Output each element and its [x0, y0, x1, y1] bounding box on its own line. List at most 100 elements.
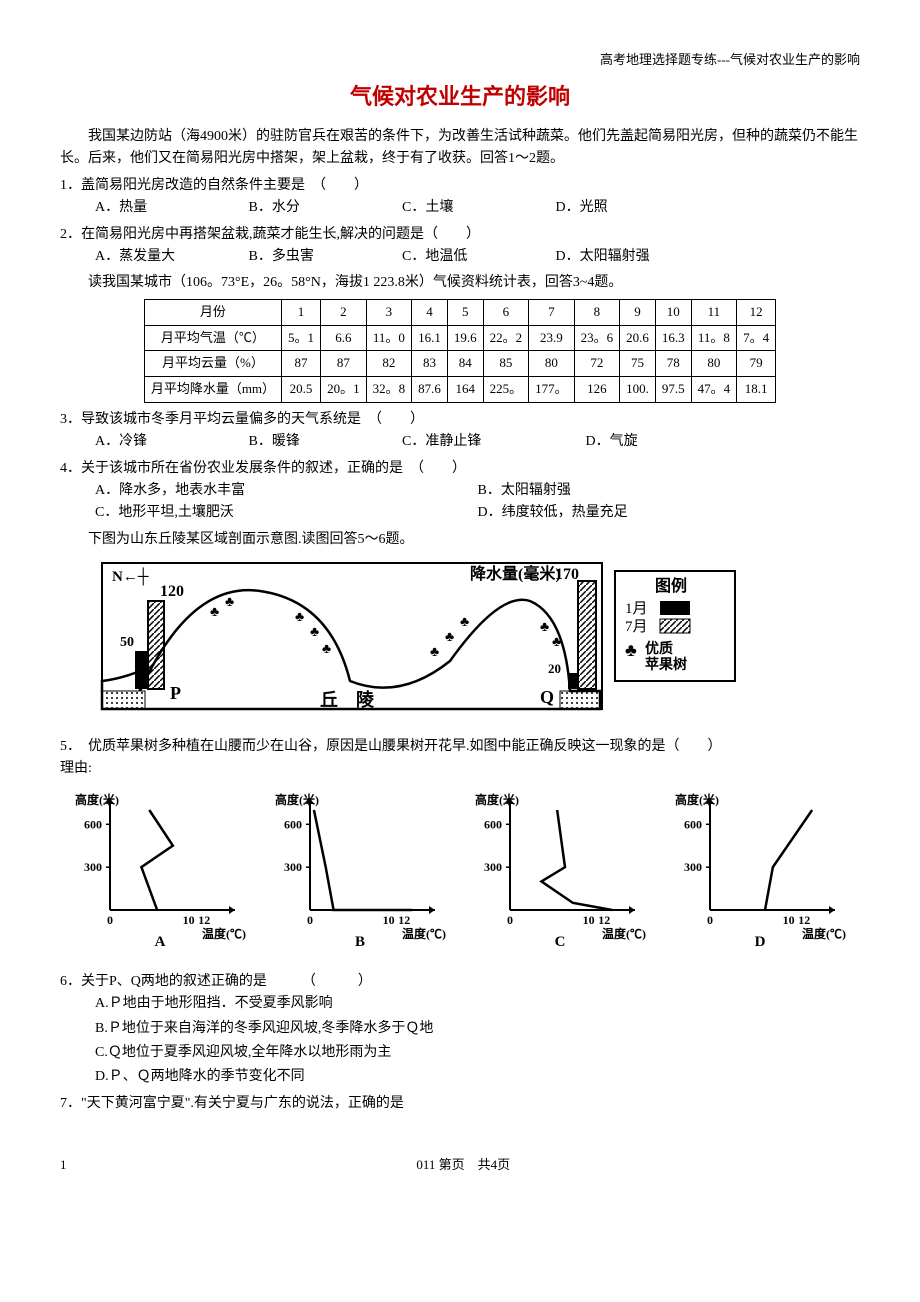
svg-text:温度(℃): 温度(℃) [602, 926, 646, 941]
svg-text:降水量(毫米): 降水量(毫米) [470, 564, 561, 583]
cell: 97.5 [655, 377, 691, 403]
q4-opt-c: C．地形平坦,土壤肥沃 [95, 502, 478, 524]
svg-text:0: 0 [107, 913, 113, 927]
svg-text:12: 12 [598, 913, 610, 927]
svg-text:10: 10 [183, 913, 195, 927]
cross-section-figure: 120 50 P 170 20 Q ♣♣ ♣♣♣ ♣♣♣ ♣♣ N←┼ 丘 陵 … [100, 561, 860, 719]
svg-text:♣: ♣ [430, 645, 439, 660]
cell: 20。1 [321, 377, 367, 403]
q2-opt-a: A．蒸发量大 [95, 246, 245, 268]
svg-text:♣: ♣ [225, 595, 234, 610]
cell: 87 [282, 351, 321, 377]
q4-stem: 4．关于该城市所在省份农业发展条件的叙述，正确的是 （ ） [60, 458, 860, 480]
question-3: 3．导致该城市冬季月平均云量偏多的天气系统是 （ ） A．冷锋 B．暖锋 C．准… [60, 409, 860, 454]
cell: 47。4 [691, 377, 737, 403]
q6-opt-c: C.Ｑ地位于夏季风迎风坡,全年降水以地形雨为主 [95, 1042, 860, 1064]
cell: 6 [483, 299, 529, 325]
cell: 2 [321, 299, 367, 325]
cell: 7。4 [737, 325, 776, 351]
q7-stem: 7．"天下黄河富宁夏".有关宁夏与广东的说法，正确的是 [60, 1093, 860, 1115]
svg-text:N←┼: N←┼ [112, 567, 149, 586]
cell: 20.5 [282, 377, 321, 403]
question-5: 5． 优质苹果树多种植在山腰而少在山谷，原因是山腰果树开花早.如图中能正确反映这… [60, 736, 860, 781]
q3-opt-c: C．准静止锋 [402, 431, 582, 453]
cell: 23。6 [574, 325, 620, 351]
svg-text:300: 300 [84, 861, 102, 875]
svg-text:♣: ♣ [210, 605, 219, 620]
svg-text:♣: ♣ [322, 642, 331, 657]
svg-text:优质: 优质 [645, 640, 673, 657]
svg-text:12: 12 [198, 913, 210, 927]
cell: 84 [447, 351, 483, 377]
svg-text:10: 10 [783, 913, 795, 927]
cell: 16.1 [412, 325, 448, 351]
svg-text:7月: 7月 [625, 619, 648, 635]
q1-opt-b: B．水分 [249, 197, 399, 219]
q6-opt-b: B.Ｐ地位于来自海洋的冬季风迎风坡,冬季降水多于Ｑ地 [95, 1018, 860, 1040]
svg-text:C: C [555, 934, 566, 950]
q3-stem: 3．导致该城市冬季月平均云量偏多的天气系统是 （ ） [60, 409, 860, 431]
cell: 5 [447, 299, 483, 325]
cell: 80 [529, 351, 575, 377]
cell: 10 [655, 299, 691, 325]
intro-paragraph: 我国某边防站（海4900米）的驻防官兵在艰苦的条件下，为改善生活试种蔬菜。他们先… [60, 126, 860, 171]
cell: 16.3 [655, 325, 691, 351]
q6-opt-a: A.Ｐ地由于地形阻挡．不受夏季风影响 [95, 993, 860, 1015]
cell: 80 [691, 351, 737, 377]
cell: 9 [620, 299, 656, 325]
table-intro: 读我国某城市（106。73°E，26。58°N，海拔1 223.8米）气候资料统… [60, 272, 860, 294]
figure-intro: 下图为山东丘陵某区域剖面示意图.读图回答5～6题。 [60, 529, 860, 551]
q6-stem: 6．关于P、Q两地的叙述正确的是 （ ） [60, 971, 860, 993]
cell: 11。0 [366, 325, 412, 351]
question-7: 7．"天下黄河富宁夏".有关宁夏与广东的说法，正确的是 [60, 1093, 860, 1115]
svg-text:苹果树: 苹果树 [645, 656, 687, 673]
svg-text:300: 300 [284, 861, 302, 875]
q5-stem: 5． 优质苹果树多种植在山腰而少在山谷，原因是山腰果树开花早.如图中能正确反映这… [60, 736, 860, 758]
svg-text:♣: ♣ [625, 640, 637, 660]
q2-options: A．蒸发量大 B．多虫害 C．地温低 D．太阳辐射强 [60, 246, 860, 268]
svg-text:高度(米): 高度(米) [75, 792, 119, 807]
svg-text:♣: ♣ [295, 610, 304, 625]
table-row-precip: 月平均降水量（mm） 20.5 20。1 32。8 87.6 164 225。 … [144, 377, 775, 403]
chart-b: 30060001012高度(米)温度(℃)B [270, 790, 450, 958]
row-label-cloud: 月平均云量（%） [144, 351, 281, 377]
q5-reason: 理由: [60, 758, 860, 780]
cell: 85 [483, 351, 529, 377]
question-2: 2．在简易阳光房中再搭架盆栽,蔬菜才能生长,解决的问题是（ ） A．蒸发量大 B… [60, 224, 860, 269]
cell: 32。8 [366, 377, 412, 403]
svg-text:300: 300 [684, 861, 702, 875]
cell: 8 [574, 299, 620, 325]
table-row-temp: 月平均气温（℃） 5。1 6.6 11。0 16.1 19.6 22。2 23.… [144, 325, 775, 351]
cell: 164 [447, 377, 483, 403]
svg-text:10: 10 [583, 913, 595, 927]
q4-opt-a: A．降水多，地表水丰富 [95, 480, 478, 502]
svg-text:高度(米): 高度(米) [475, 792, 519, 807]
cell: 177。 [529, 377, 575, 403]
cell: 225。 [483, 377, 529, 403]
q3-opt-b: B．暖锋 [249, 431, 399, 453]
table-row-cloud: 月平均云量（%） 87 87 82 83 84 85 80 72 75 78 8… [144, 351, 775, 377]
cell: 87 [321, 351, 367, 377]
svg-text:温度(℃): 温度(℃) [402, 926, 446, 941]
footer-left: 1 [60, 1155, 67, 1176]
climate-table: 月份 1 2 3 4 5 6 7 8 9 10 11 12 月平均气温（℃） 5… [144, 299, 776, 403]
q2-opt-d: D．太阳辐射强 [556, 246, 706, 268]
q1-opt-d: D．光照 [556, 197, 706, 219]
question-6: 6．关于P、Q两地的叙述正确的是 （ ） A.Ｐ地由于地形阻挡．不受夏季风影响 … [60, 971, 860, 1089]
q3-opt-a: A．冷锋 [95, 431, 245, 453]
svg-text:600: 600 [684, 818, 702, 832]
svg-text:10: 10 [383, 913, 395, 927]
svg-text:0: 0 [507, 913, 513, 927]
svg-text:50: 50 [120, 635, 134, 650]
svg-text:600: 600 [484, 818, 502, 832]
svg-text:♣: ♣ [310, 625, 319, 640]
svg-text:D: D [755, 934, 766, 950]
q4-opt-b: B．太阳辐射强 [478, 480, 861, 502]
cell: 4 [412, 299, 448, 325]
cell: 6.6 [321, 325, 367, 351]
q2-stem: 2．在简易阳光房中再搭架盆栽,蔬菜才能生长,解决的问题是（ ） [60, 224, 860, 246]
q2-opt-b: B．多虫害 [249, 246, 399, 268]
cell: 11 [691, 299, 737, 325]
q6-opt-d: D.Ｐ、Ｑ两地降水的季节变化不同 [95, 1066, 860, 1088]
cell: 82 [366, 351, 412, 377]
